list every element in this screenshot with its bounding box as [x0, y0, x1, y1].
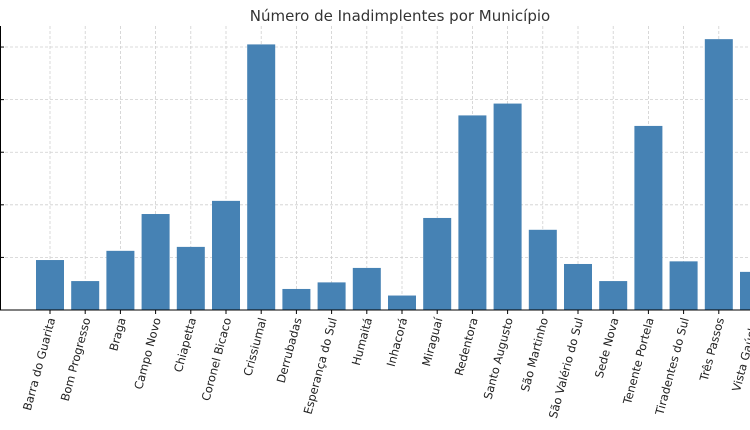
- bar-16: [599, 281, 628, 310]
- bars: [36, 39, 750, 311]
- bar-6: [247, 44, 276, 310]
- x-tick-label: São Valério do Sul: [546, 316, 586, 420]
- bar-9: [352, 267, 381, 310]
- bar-0: [36, 260, 64, 310]
- bar-12: [458, 115, 487, 310]
- x-tick-label: Humaitá: [349, 316, 375, 367]
- bar-8: [317, 282, 346, 310]
- x-tick-label: Derrubadas: [274, 316, 305, 385]
- x-tick-label: Tenente Portela: [620, 316, 657, 407]
- x-tick-label: Vista Gaúcha: [729, 316, 750, 393]
- bar-17: [634, 125, 663, 310]
- bar-15: [564, 263, 592, 310]
- x-tick-labels: Barra do Guarita Bom Progresso Braga Campo …: [20, 315, 750, 420]
- bar-4: [176, 246, 205, 310]
- bar-2: [106, 250, 135, 310]
- x-tick-label: Tiradentes do Sul: [652, 316, 692, 417]
- bar-5: [212, 200, 240, 310]
- x-tick-label: Crissiumal: [240, 316, 269, 377]
- x-tick-label: Sede Nova: [592, 316, 622, 379]
- bar-10: [388, 295, 416, 310]
- bar-14: [528, 229, 557, 310]
- bar-19: [704, 39, 733, 311]
- bar-3: [141, 214, 170, 310]
- bar-20: [740, 271, 750, 310]
- x-tick-label: Esperança do Sul: [301, 316, 340, 416]
- bar-1: [71, 281, 100, 310]
- chart-title: Número de Inadimplentes por Município: [250, 7, 550, 25]
- bar-7: [282, 288, 311, 310]
- x-tick-label: Inhacorá: [384, 316, 411, 368]
- x-tick-label: Miraguaí: [419, 315, 446, 367]
- x-tick-label: Braga: [106, 316, 128, 352]
- bar-18: [669, 261, 698, 310]
- x-tick-label: Santo Augusto: [481, 316, 516, 401]
- x-tick-label: Três Passos: [696, 316, 727, 383]
- bar-11: [423, 217, 452, 310]
- x-tick-label: São Martinho: [518, 316, 551, 393]
- x-tick-label: Barra do Guarita: [20, 316, 58, 412]
- bar-13: [493, 103, 522, 311]
- x-tick-label: Chiapetta: [171, 316, 199, 374]
- x-tick-label: Campo Novo: [131, 316, 164, 391]
- x-tick-label: Bom Progresso: [58, 316, 94, 403]
- x-tick-label: Coronel Bicaco: [199, 316, 235, 402]
- axes: [0, 26, 750, 314]
- x-tick-label: Redentora: [452, 316, 481, 377]
